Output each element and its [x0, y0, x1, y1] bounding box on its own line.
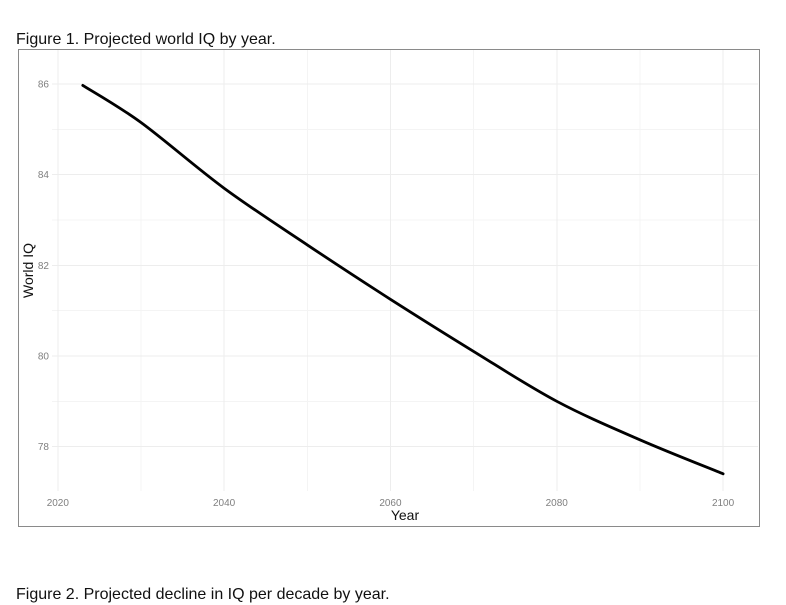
- y-tick-label: 82: [38, 261, 50, 272]
- chart-svg: 2020 2040 2060 2080 2100 78 80 82 84 86 Year World …: [20, 50, 758, 523]
- x-tick-label: 2040: [213, 498, 236, 509]
- y-axis-title: World IQ: [20, 243, 36, 298]
- x-tick-label: 2060: [379, 498, 402, 509]
- x-tick-label: 2100: [712, 498, 735, 509]
- y-tick-label: 84: [38, 170, 50, 181]
- iq-projection-line: [81, 84, 725, 476]
- y-tick-label: 86: [38, 79, 50, 90]
- chart-frame: 2020 2040 2060 2080 2100 78 80 82 84 86 Year World …: [18, 49, 760, 527]
- y-tick-label: 78: [38, 442, 50, 453]
- x-tick-label: 2080: [546, 498, 569, 509]
- x-tick-label: 2020: [47, 498, 70, 509]
- figure1-caption: Figure 1. Projected world IQ by year.: [16, 31, 276, 48]
- figure2-caption: Figure 2. Projected decline in IQ per de…: [16, 586, 390, 603]
- y-tick-label: 80: [38, 351, 50, 362]
- x-axis-title: Year: [391, 507, 420, 523]
